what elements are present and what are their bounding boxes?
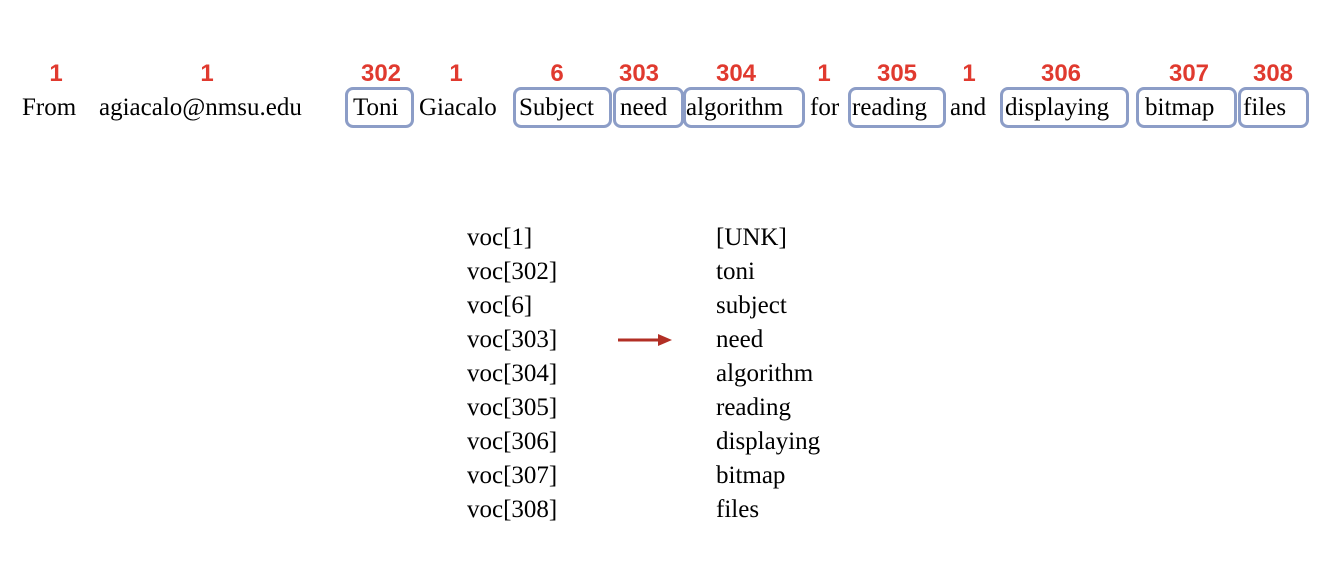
mapping-arrow-icon: [618, 334, 672, 346]
token-id: 1: [200, 60, 214, 87]
vocab-value: bitmap: [716, 462, 786, 489]
token-word: and: [950, 94, 987, 121]
token-word: for: [810, 94, 840, 121]
vocab-key: voc[6]: [467, 292, 533, 319]
vocab-key: voc[304]: [467, 360, 558, 387]
vocab-value: files: [716, 496, 760, 523]
token-id: 1: [449, 60, 463, 87]
token-box: [345, 87, 414, 128]
token-word: Giacalo: [419, 94, 497, 121]
token-word: algorithm: [686, 94, 784, 121]
token-box: [683, 87, 805, 128]
token-box: [613, 87, 684, 128]
token-word: displaying: [1005, 94, 1110, 121]
vocab-key: voc[307]: [467, 462, 558, 489]
vocab-key: voc[302]: [467, 258, 558, 285]
token-id: 1: [49, 60, 63, 87]
token-id: 308: [1252, 60, 1294, 87]
vocab-value: subject: [716, 292, 787, 319]
vocab-key: voc[308]: [467, 496, 558, 523]
token-word: files: [1243, 94, 1287, 121]
token-id: 304: [715, 60, 757, 87]
token-id: 306: [1040, 60, 1082, 87]
vocab-key: voc[303]: [467, 326, 558, 353]
token-id: 1: [817, 60, 831, 87]
token-box: [513, 87, 612, 128]
vocab-value: reading: [716, 394, 791, 421]
token-word: Subject: [519, 94, 594, 121]
token-id: 303: [618, 60, 660, 87]
token-box: [848, 87, 946, 128]
token-id: 302: [360, 60, 402, 87]
token-box: [1136, 87, 1237, 128]
token-word: From: [22, 94, 77, 121]
token-id: 307: [1168, 60, 1210, 87]
token-word: bitmap: [1145, 94, 1215, 121]
vocab-key: voc[306]: [467, 428, 558, 455]
vocab-value: [UNK]: [716, 224, 787, 251]
token-id: 6: [550, 60, 564, 87]
token-id: 1: [962, 60, 976, 87]
vocab-value: need: [716, 326, 764, 353]
vocab-value: toni: [716, 258, 755, 285]
vocab-value: algorithm: [716, 360, 814, 387]
token-box: [1000, 87, 1129, 128]
token-id: 305: [876, 60, 918, 87]
token-word: reading: [852, 94, 927, 121]
token-word: agiacalo@nmsu.edu: [99, 94, 302, 121]
token-word: need: [620, 94, 668, 121]
vocab-key: voc[305]: [467, 394, 558, 421]
vocab-key: voc[1]: [467, 224, 533, 251]
token-box: [1238, 87, 1309, 128]
vocab-value: displaying: [716, 428, 821, 455]
token-word: Toni: [353, 94, 399, 121]
